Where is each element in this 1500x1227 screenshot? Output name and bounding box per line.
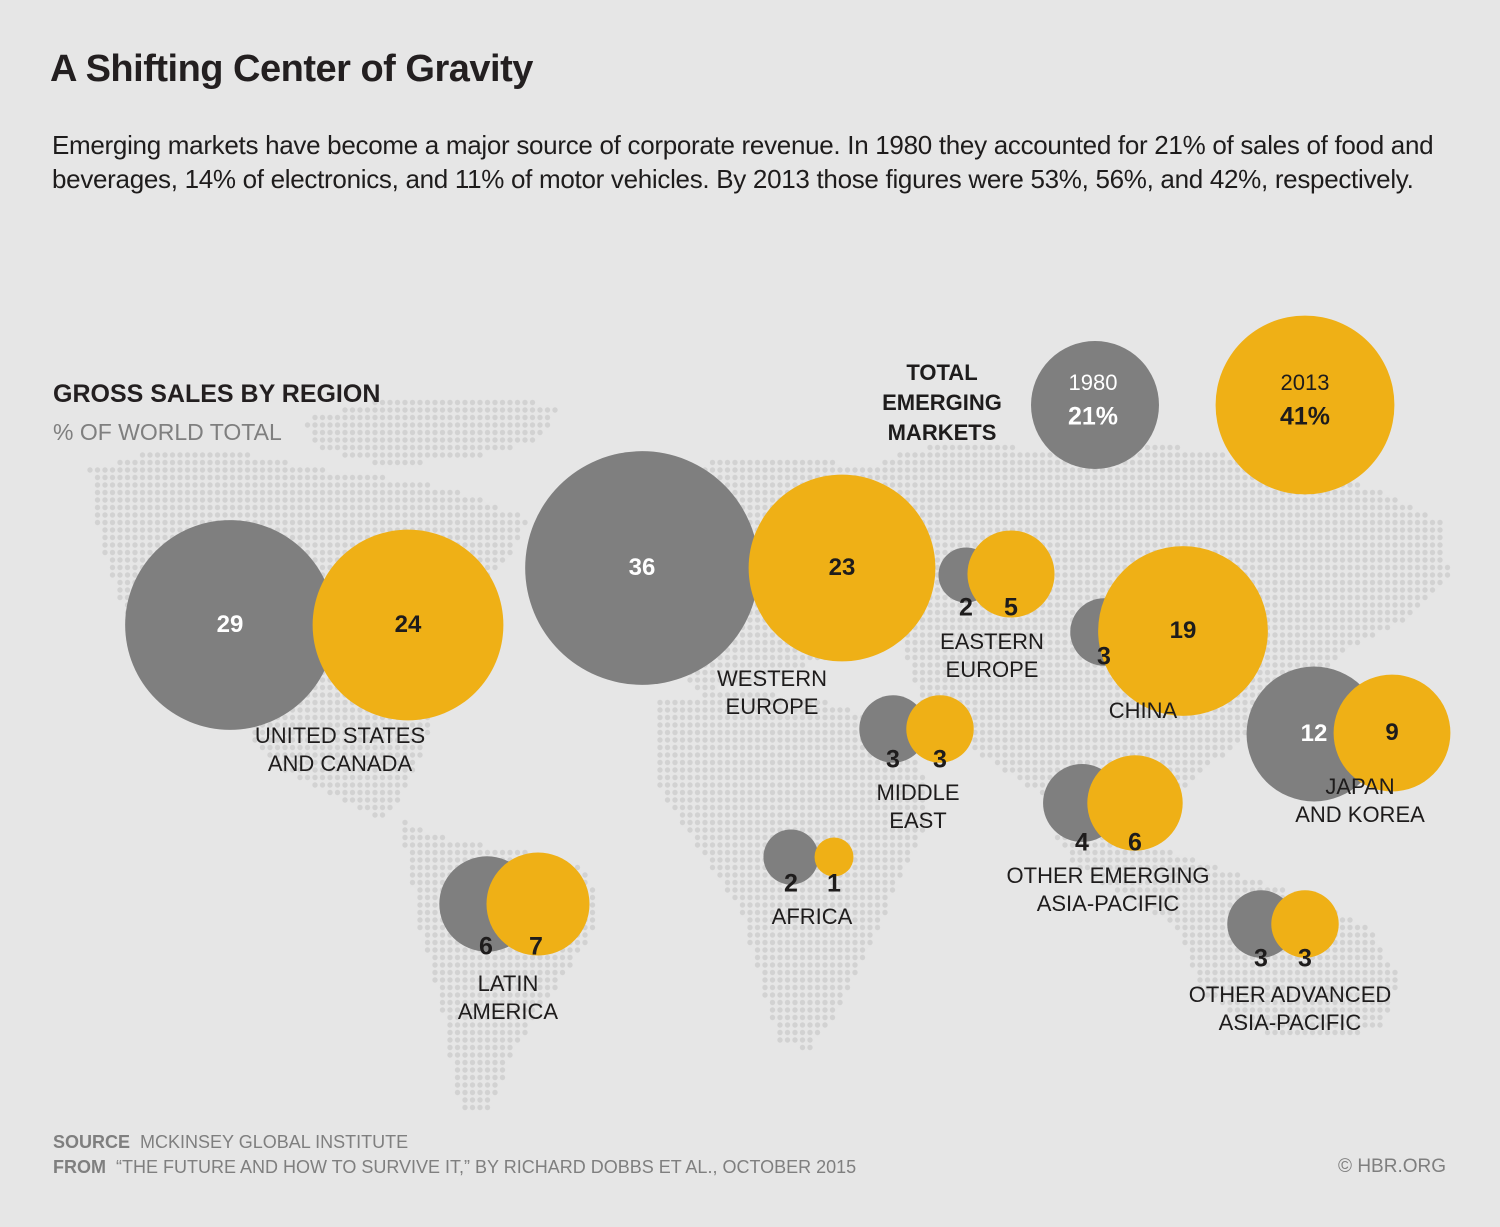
bubble-1980 [763, 829, 819, 885]
region-label-line: EAST [889, 808, 947, 833]
region-label: AFRICA [772, 903, 853, 931]
bubble-2013 [1271, 890, 1339, 958]
value-1980: 2 [959, 593, 973, 622]
region-label-line: OTHER EMERGING [1006, 863, 1210, 888]
bubble-2013 [1333, 674, 1451, 792]
bubble-2013 [486, 852, 590, 956]
chart-section-title: GROSS SALES BY REGION [53, 380, 381, 408]
region-label-line: EUROPE [945, 657, 1039, 682]
value-2013: 7 [529, 932, 543, 961]
value-1980: 4 [1075, 828, 1089, 857]
value-2013: 1 [827, 869, 841, 898]
region-label: LATIN AMERICA [458, 970, 558, 1026]
bubble-2013 [814, 837, 854, 877]
bubble-2013 [967, 530, 1055, 618]
from-line: FROM “THE FUTURE AND HOW TO SURVIVE IT,” … [53, 1157, 856, 1178]
region-label-line: WESTERN [717, 666, 827, 691]
region-label-line: JAPAN [1325, 774, 1395, 799]
bubble-1980 [525, 451, 759, 685]
value-2013: 9 [1385, 719, 1399, 746]
total-2013-value: 41% [1279, 402, 1331, 431]
region-label: UNITED STATES AND CANADA [255, 722, 425, 778]
region-label: JAPAN AND KOREA [1295, 773, 1425, 829]
bubbles [125, 315, 1451, 958]
region-label: EASTERN EUROPE [940, 628, 1044, 684]
bubble-2013 [748, 474, 936, 662]
region-label-line: ASIA-PACIFIC [1036, 891, 1180, 916]
value-1980: 3 [1097, 642, 1111, 671]
bubble-1980 [125, 520, 335, 730]
value-2013: 6 [1128, 828, 1142, 857]
value-1980: 29 [216, 611, 244, 638]
region-label: WESTERN EUROPE [717, 665, 827, 721]
from-text: “THE FUTURE AND HOW TO SURVIVE IT,” BY R… [116, 1157, 857, 1177]
region-label-line: EASTERN [940, 629, 1044, 654]
source-label: SOURCE [53, 1132, 131, 1152]
region-label-line: AFRICA [771, 904, 853, 929]
bubble-2013 [312, 529, 504, 721]
region-label-line: OTHER ADVANCED [1188, 982, 1392, 1007]
chart-description: Emerging markets have become a major sou… [52, 130, 1434, 194]
source-line: SOURCE MCKINSEY GLOBAL INSTITUTE [53, 1132, 408, 1153]
region-label-line: AMERICA [457, 999, 559, 1024]
region-label-line: LATIN [477, 971, 539, 996]
total-1980-bubble [1031, 341, 1159, 469]
total-emerging-label: TOTAL EMERGING MARKETS [882, 358, 1002, 448]
region-label-line: AND KOREA [1295, 802, 1425, 827]
region-label-line: UNITED STATES [254, 723, 426, 748]
from-label: FROM [53, 1157, 106, 1177]
region-label: MIDDLE EAST [876, 779, 959, 835]
region-label-line: ASIA-PACIFIC [1218, 1010, 1362, 1035]
region-label: CHINA [1109, 697, 1177, 725]
value-2013: 5 [1004, 593, 1018, 622]
value-1980: 6 [479, 932, 493, 961]
bubble-1980 [859, 695, 927, 763]
total-2013-bubble [1215, 315, 1395, 495]
bubble-2013 [1098, 546, 1268, 716]
total-2013-year: 2013 [1280, 370, 1330, 395]
region-label-line: CHINA [1108, 698, 1178, 723]
total-1980-value: 21% [1067, 402, 1119, 431]
total-1980-year: 1980 [1068, 370, 1118, 395]
value-1980: 3 [1254, 944, 1268, 973]
region-label-line: EUROPE [725, 694, 819, 719]
region-label-line: MIDDLE [876, 780, 960, 805]
value-2013: 24 [394, 611, 422, 638]
region-label: OTHER ADVANCED ASIA-PACIFIC [1189, 981, 1392, 1037]
total-label-line: MARKETS [887, 420, 997, 445]
total-label-line: EMERGING [882, 390, 1002, 415]
bubble-2013 [1087, 755, 1183, 851]
value-2013: 3 [1298, 944, 1312, 973]
bubble-2013 [906, 695, 974, 763]
value-2013: 19 [1169, 617, 1197, 644]
value-1980: 2 [784, 869, 798, 898]
value-1980: 3 [886, 745, 900, 774]
chart-section-subtitle: % OF WORLD TOTAL [53, 419, 282, 445]
region-label: OTHER EMERGING ASIA-PACIFIC [1007, 862, 1210, 918]
chart-title: A Shifting Center of Gravity [50, 48, 533, 90]
value-1980: 36 [628, 554, 656, 581]
source-text: MCKINSEY GLOBAL INSTITUTE [140, 1132, 409, 1152]
value-2013: 23 [828, 554, 856, 581]
total-label-line: TOTAL [906, 360, 978, 385]
region-label-line: AND CANADA [267, 751, 413, 776]
value-2013: 3 [933, 745, 947, 774]
value-1980: 12 [1300, 720, 1328, 747]
copyright: © HBR.ORG [1338, 1156, 1446, 1177]
